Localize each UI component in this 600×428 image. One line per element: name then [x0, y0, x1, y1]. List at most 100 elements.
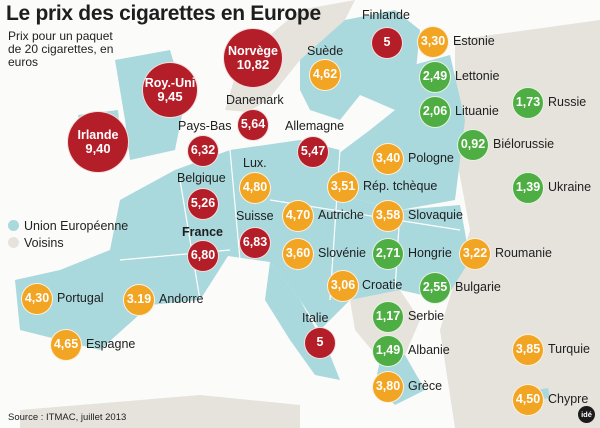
- publisher-logo: idé: [578, 406, 595, 423]
- price-value-rep-tcheque: 3,51: [330, 179, 356, 194]
- country-name-norvege: Norvège: [227, 43, 279, 58]
- price-value-suede: 4,62: [312, 67, 338, 82]
- country-label-chypre: Chypre: [548, 392, 589, 406]
- country-label-hongrie: Hongrie: [408, 246, 452, 260]
- map-subtitle: Prix pour un paquet de 20 cigarettes, en…: [8, 29, 114, 69]
- country-label-ukraine: Ukraine: [548, 180, 592, 194]
- price-value-bielorussie: 0,92: [460, 137, 486, 152]
- price-value-chypre: 4,50: [515, 392, 541, 407]
- price-bubble-estonie: 3,30: [417, 26, 449, 58]
- price-bubble-portugal: 4,30: [21, 283, 53, 315]
- country-label-pologne: Pologne: [408, 151, 454, 165]
- price-value-lituanie: 2,06: [422, 104, 448, 119]
- country-label-serbie: Serbie: [408, 309, 445, 323]
- country-label-autriche: Autriche: [318, 208, 364, 222]
- price-bubble-bielorussie: 0,92: [457, 129, 489, 161]
- price-bubble-norvege: Norvège 10,82: [223, 28, 283, 88]
- price-bubble-serbie: 1,17: [372, 301, 404, 333]
- price-value-bulgarie: 2,55: [422, 280, 448, 295]
- price-bubble-rep-tcheque: 3,51: [327, 171, 359, 203]
- land-baltics-poland: [330, 55, 465, 210]
- country-label-finlande: Finlande: [362, 8, 410, 22]
- legend-item-eu: Union Européenne: [8, 219, 128, 233]
- price-value-andorre: 3.19: [126, 292, 152, 307]
- price-value-pologne: 3,40: [375, 151, 401, 166]
- country-label-lettonie: Lettonie: [455, 69, 500, 83]
- price-bubble-russie: 1,73: [512, 87, 544, 119]
- country-label-france: France: [182, 225, 223, 239]
- land-turkey: [460, 345, 600, 405]
- price-value-lettonie: 2,49: [422, 69, 448, 84]
- price-bubble-lituanie: 2,06: [419, 96, 451, 128]
- price-bubble-bulgarie: 2,55: [419, 272, 451, 304]
- legend-label-neighbors: Voisins: [24, 236, 64, 250]
- country-label-pays-bas: Pays-Bas: [178, 119, 232, 133]
- price-bubble-grece: 3,80: [372, 371, 404, 403]
- price-value-pays-bas: 6,32: [190, 143, 216, 158]
- price-value-hongrie: 2,71: [375, 246, 401, 261]
- map-title: Le prix des cigarettes en Europe: [6, 2, 321, 25]
- country-label-lux: Lux.: [243, 156, 267, 170]
- price-value-norvege: 10,82: [236, 56, 270, 72]
- price-bubble-danemark: 5,64: [237, 109, 269, 141]
- price-bubble-espagne: 4,65: [50, 329, 82, 361]
- price-value-croatie: 3,06: [330, 278, 356, 293]
- country-label-grece: Grèce: [408, 379, 443, 393]
- price-value-slovaquie: 3,58: [375, 208, 401, 223]
- price-bubble-france: 6,80: [187, 240, 219, 272]
- country-label-lituanie: Lituanie: [455, 104, 499, 118]
- country-label-albanie: Albanie: [408, 343, 450, 357]
- price-value-portugal: 4,30: [24, 291, 50, 306]
- price-value-allemagne: 5,47: [300, 144, 326, 159]
- price-bubble-pologne: 3,40: [372, 143, 404, 175]
- price-value-slovenie: 3,60: [285, 246, 311, 261]
- price-bubble-belgique: 5,26: [187, 188, 219, 220]
- price-bubble-italie: 5: [304, 327, 336, 359]
- price-value-russie: 1,73: [515, 95, 541, 110]
- country-label-roumanie: Roumanie: [495, 246, 552, 260]
- country-name-irlande: Irlande: [77, 127, 119, 142]
- price-bubble-slovenie: 3,60: [282, 238, 314, 270]
- country-label-slovenie: Slovénie: [318, 246, 366, 260]
- country-label-suede: Suède: [307, 44, 344, 58]
- country-label-bielorussie: Biélorussie: [493, 137, 555, 151]
- country-label-italie: Italie: [302, 311, 329, 325]
- border-line: [179, 179, 201, 301]
- price-bubble-chypre: 4,50: [512, 384, 544, 416]
- price-value-finlande: 5: [383, 35, 391, 50]
- country-label-danemark: Danemark: [226, 93, 284, 107]
- country-label-russie: Russie: [548, 95, 587, 109]
- price-value-suisse: 6,83: [242, 235, 268, 250]
- country-label-slovaquie: Slovaquie: [408, 208, 463, 222]
- source-note: Source : ITMAC, juillet 2013: [8, 412, 127, 423]
- price-bubble-allemagne: 5,47: [297, 136, 329, 168]
- price-bubble-turquie: 3,85: [512, 334, 544, 366]
- price-bubble-suisse: 6,83: [239, 227, 271, 259]
- land-north-africa: [20, 395, 300, 428]
- price-value-lux: 4,80: [242, 180, 268, 195]
- legend-swatch-neighbors: [8, 237, 19, 248]
- price-value-france: 6,80: [190, 248, 216, 263]
- border-line: [229, 149, 241, 261]
- legend-swatch-eu: [8, 220, 19, 231]
- price-bubble-pays-bas: 6,32: [187, 135, 219, 167]
- price-value-irlande: 9,40: [85, 140, 111, 156]
- price-bubble-irlande: Irlande 9,40: [67, 111, 129, 173]
- price-bubble-suede: 4,62: [309, 59, 341, 91]
- price-bubble-lettonie: 2,49: [419, 61, 451, 93]
- price-bubble-finlande: 5: [371, 27, 403, 59]
- price-bubble-albanie: 1,49: [372, 335, 404, 367]
- price-bubble-roumanie: 3,22: [459, 238, 491, 270]
- price-value-ukraine: 1,39: [515, 180, 541, 195]
- country-name-roy-uni: Roy.-Uni: [144, 75, 196, 90]
- country-label-espagne: Espagne: [86, 337, 136, 351]
- price-value-autriche: 4,70: [285, 208, 311, 223]
- price-value-espagne: 4,65: [53, 337, 79, 352]
- price-value-roy-uni: 9,45: [157, 88, 183, 104]
- country-label-belgique: Belgique: [177, 171, 226, 185]
- land-russia: [440, 20, 600, 428]
- price-value-italie: 5: [316, 335, 324, 350]
- country-label-rep-tcheque: Rép. tchèque: [363, 179, 438, 193]
- country-label-estonie: Estonie: [453, 34, 495, 48]
